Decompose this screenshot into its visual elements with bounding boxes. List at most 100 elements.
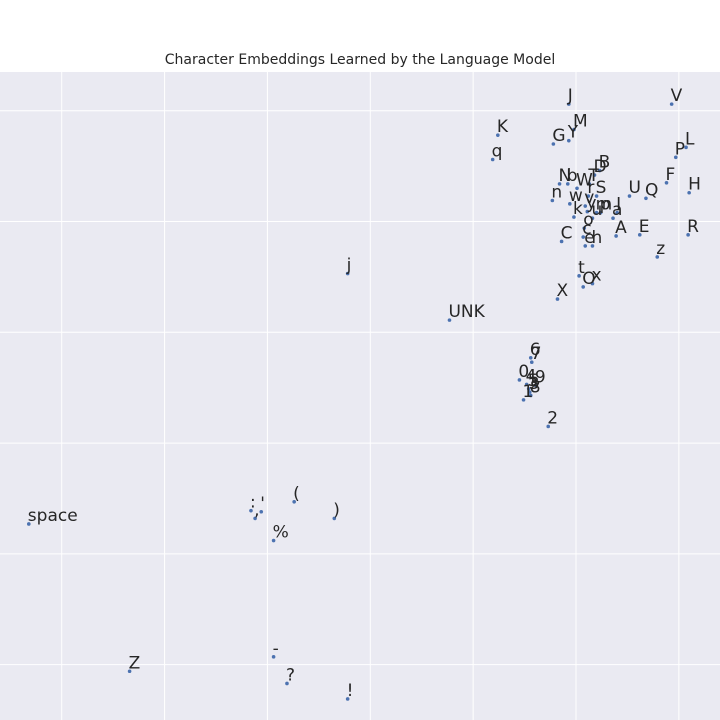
point-labels: J V M K G Y LPq BD F Nb TW Hr S U Qn w vy mp Ik u ao A E R C ceh z… (28, 86, 701, 701)
point-label-19: U (628, 178, 640, 198)
data-point-38 (590, 244, 595, 248)
point-label-49: 4 (526, 366, 537, 386)
point-label-48: 0 (518, 362, 529, 382)
data-point-59 (332, 516, 337, 521)
point-label-18: S (596, 178, 607, 198)
data-point-56 (292, 499, 296, 504)
data-point-52 (527, 390, 532, 394)
data-point-9 (597, 168, 602, 173)
data-point-65 (285, 681, 289, 686)
point-label-53: 8 (530, 377, 541, 397)
data-point-53 (528, 393, 533, 398)
point-label-30: a (612, 200, 622, 220)
grid-lines (0, 72, 720, 720)
point-label-3: K (497, 117, 509, 137)
point-label-22: w (569, 186, 583, 206)
point-label-55: 2 (547, 408, 558, 428)
data-point-61 (27, 522, 31, 526)
point-label-50: 9 (535, 367, 546, 387)
data-point-15 (575, 186, 579, 191)
point-label-1: V (671, 86, 683, 106)
data-point-36 (581, 235, 585, 239)
data-point-63 (127, 669, 132, 674)
data-point-4 (551, 142, 556, 146)
data-point-45 (447, 318, 452, 322)
point-label-10: D (594, 157, 607, 177)
data-point-19 (627, 194, 632, 198)
point-label-28: k (573, 199, 583, 219)
data-point-12 (557, 182, 562, 186)
point-label-54: 1 (523, 382, 534, 402)
point-label-57: : (250, 493, 256, 513)
point-label-27: I (616, 195, 621, 215)
data-point-54 (521, 398, 526, 402)
data-point-48 (517, 378, 522, 382)
point-label-66: ! (347, 681, 354, 701)
data-point-40 (345, 271, 350, 276)
point-label-21: n (551, 182, 562, 202)
point-label-12: N (559, 166, 572, 186)
data-point-50 (534, 383, 538, 388)
data-point-23 (583, 204, 588, 208)
point-label-39: z (656, 239, 665, 259)
data-point-26 (598, 210, 603, 215)
point-label-43: O (582, 269, 595, 289)
data-point-34 (686, 233, 690, 237)
data-point-0 (567, 102, 571, 106)
data-point-41 (577, 274, 581, 278)
data-point-7 (673, 155, 678, 160)
point-label-17: r (587, 178, 594, 198)
point-label-9: B (599, 153, 611, 173)
data-point-64 (271, 655, 276, 659)
point-label-34: R (687, 217, 699, 237)
data-point-25 (594, 210, 599, 215)
data-point-31 (582, 226, 587, 230)
point-label-20: Q (645, 180, 658, 200)
point-label-46: 6 (530, 340, 541, 360)
point-label-44: X (556, 281, 568, 301)
data-point-60 (253, 516, 257, 521)
point-label-16: H (688, 175, 701, 195)
point-label-63: Z (129, 653, 141, 673)
data-point-62 (271, 538, 276, 543)
data-point-3 (496, 133, 500, 137)
point-label-61: space (28, 506, 78, 526)
point-label-2: M (573, 112, 588, 132)
point-label-65: ? (286, 665, 295, 685)
point-label-14: T (587, 166, 599, 186)
data-point-5 (567, 138, 571, 143)
scatter-plot: J V M K G Y LPq BD F Nb TW Hr S U Qn w vy mp Ik u ao A E R C ceh z… (0, 72, 720, 720)
data-point-66 (345, 697, 350, 701)
data-point-8 (490, 157, 495, 162)
data-point-16 (687, 190, 691, 195)
point-label-59: ) (333, 500, 340, 520)
data-points (27, 102, 691, 701)
point-label-35: C (561, 223, 573, 243)
data-point-55 (546, 424, 551, 429)
point-label-40: j (346, 256, 352, 276)
data-point-42 (590, 281, 595, 286)
point-label-56: ( (293, 484, 300, 504)
data-point-10 (592, 173, 597, 177)
point-label-64: - (273, 639, 279, 659)
point-label-58: ' (260, 494, 265, 514)
data-point-18 (594, 194, 599, 198)
point-label-4: G (552, 126, 565, 146)
point-label-33: E (639, 217, 650, 237)
point-label-37: e (584, 228, 594, 248)
point-label-32: A (615, 218, 627, 238)
data-point-57 (249, 508, 253, 513)
data-point-13 (565, 182, 570, 186)
data-point-6 (684, 145, 688, 150)
data-point-21 (550, 198, 555, 203)
data-point-1 (669, 102, 674, 106)
point-label-6: L (685, 129, 695, 149)
point-label-29: u (591, 200, 602, 220)
point-label-13: b (567, 166, 578, 186)
point-label-38: h (591, 228, 602, 248)
data-point-30 (611, 216, 615, 221)
data-point-17 (586, 194, 591, 198)
point-label-42: x (591, 266, 601, 286)
data-point-24 (585, 209, 590, 214)
data-point-43 (581, 285, 585, 289)
